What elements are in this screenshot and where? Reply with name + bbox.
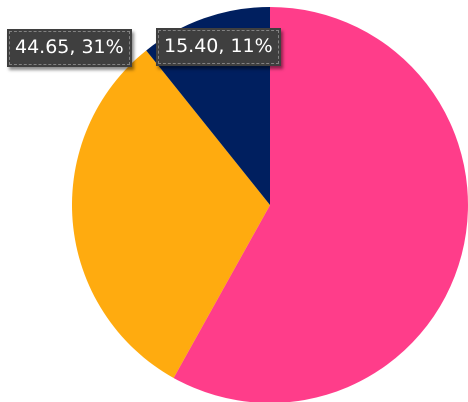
data-label-orange-slice: 44.65, 31% <box>7 29 132 67</box>
data-label-navy-slice: 15.40, 11% <box>156 28 281 66</box>
pie-slice-pink <box>173 7 468 402</box>
pie-slice-orange <box>71 50 270 378</box>
